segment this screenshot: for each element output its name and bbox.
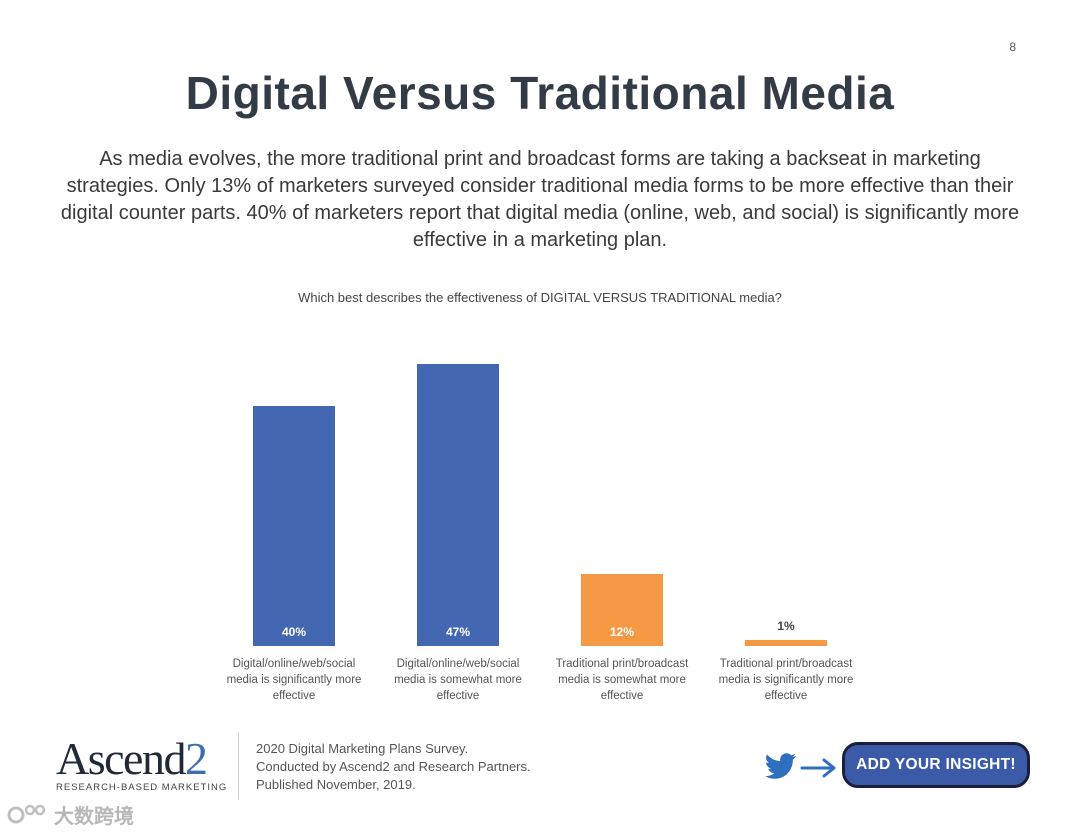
bar-chart: 40% Digital/online/web/social media is sig… <box>227 364 854 702</box>
bar-1 <box>253 406 335 646</box>
data-label: 40% <box>282 625 306 639</box>
chart-title: Which best describes the effectiveness o… <box>298 290 782 305</box>
data-label: 1% <box>777 619 795 633</box>
data-label: 47% <box>446 625 470 639</box>
category-label: Digital/online/web/social media is somewh… <box>394 658 522 702</box>
twitter-bird-icon[interactable] <box>766 748 840 782</box>
bar-4 <box>745 640 827 646</box>
page-title: Digital Versus Traditional Media <box>185 67 895 119</box>
footer-divider <box>238 732 239 800</box>
add-your-insight-button[interactable]: ADD YOUR INSIGHT! <box>842 742 1030 788</box>
survey-credits: 2020 Digital Marketing Plans Survey. Con… <box>256 740 531 794</box>
brand-mark-icon <box>7 804 46 824</box>
logo-tagline: RESEARCH-BASED MARKETING <box>56 782 228 793</box>
data-label: 12% <box>610 625 634 639</box>
logo-wordmark: Ascend <box>56 733 186 784</box>
category-label: Digital/online/web/social media is signif… <box>227 658 362 702</box>
bar-2 <box>417 364 499 646</box>
credit-line: Published November, 2019. <box>256 777 416 792</box>
page-number: 8 <box>1009 40 1016 54</box>
credit-line: 2020 Digital Marketing Plans Survey. <box>256 741 469 756</box>
category-label: Traditional print/broadcast media is sign… <box>719 658 854 702</box>
watermark-text: 大数跨境 <box>54 805 134 828</box>
category-label: Traditional print/broadcast media is some… <box>556 658 689 702</box>
intro-paragraph: As media evolves, the more traditional p… <box>60 148 1020 251</box>
bar-3 <box>581 574 663 646</box>
logo-digit: 2 <box>184 733 208 784</box>
watermark: 大数跨境 <box>6 798 156 830</box>
ascend2-logo: Ascend2 RESEARCH-BASED MARKETING <box>56 733 228 794</box>
credit-line: Conducted by Ascend2 and Research Partne… <box>256 759 531 774</box>
